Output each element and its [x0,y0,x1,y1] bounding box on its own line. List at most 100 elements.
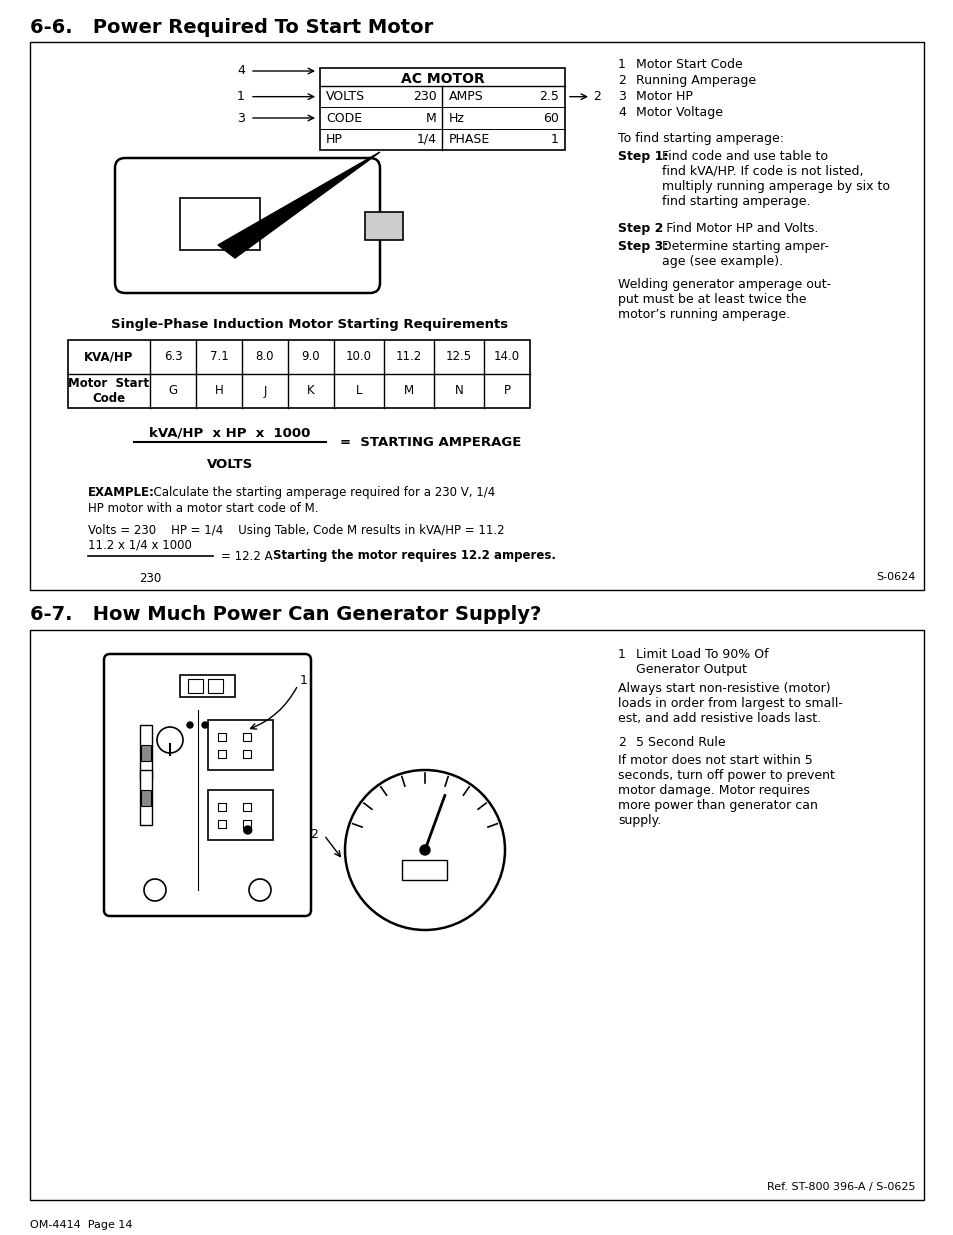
Text: Calculate the starting amperage required for a 230 V, 1/4: Calculate the starting amperage required… [146,487,495,499]
Text: kVA/HP  x HP  x  1000: kVA/HP x HP x 1000 [149,427,310,440]
Text: Find code and use table to
find kVA/HP. If code is not listed,
multiply running : Find code and use table to find kVA/HP. … [661,149,889,207]
Text: K: K [307,384,314,398]
Bar [217,803,226,811]
Text: EXAMPLE:: EXAMPLE: [88,487,154,499]
Polygon shape [218,152,379,258]
FancyBboxPatch shape [104,655,311,916]
Text: Volts = 230    HP = 1/4    Using Table, Code M results in kVA/HP = 11.2: Volts = 230 HP = 1/4 Using Table, Code M… [88,524,504,537]
Text: 5 Second Rule: 5 Second Rule [636,736,725,748]
Bar [319,68,564,149]
Text: 2: 2 [618,736,625,748]
Bar [141,789,151,805]
Text: Motor Voltage: Motor Voltage [636,106,722,119]
Text: 7.1: 7.1 [210,351,228,363]
FancyBboxPatch shape [115,158,379,293]
Text: 11.2: 11.2 [395,351,421,363]
Text: 230: 230 [413,90,436,104]
Bar [180,676,234,697]
Text: CODE: CODE [326,111,362,125]
Bar [242,803,251,811]
Text: Running Amperage: Running Amperage [636,74,756,86]
Text: P: P [503,384,510,398]
Bar [365,211,402,240]
Text: 4: 4 [237,64,245,78]
Text: Always start non-resistive (motor)
loads in order from largest to small-
est, an: Always start non-resistive (motor) loads… [618,682,842,725]
Text: 1: 1 [551,133,558,146]
Text: 3: 3 [237,111,245,125]
Bar [242,820,251,827]
Text: Step 3:: Step 3: [618,240,667,253]
Text: L: L [355,384,362,398]
Text: 3: 3 [618,90,625,103]
Text: 1: 1 [618,58,625,70]
Circle shape [345,769,504,930]
Text: Motor  Start
Code: Motor Start Code [69,377,150,405]
Circle shape [202,722,208,727]
Text: 4: 4 [618,106,625,119]
Text: Motor HP: Motor HP [636,90,692,103]
Bar [30,630,923,1200]
Text: H: H [214,384,223,398]
Text: VOLTS: VOLTS [326,90,365,104]
Text: 2: 2 [618,74,625,86]
Text: = 12.2 A: = 12.2 A [221,550,280,562]
Text: PHASE: PHASE [448,133,489,146]
Bar [208,790,273,840]
Text: 1: 1 [299,673,308,687]
Text: : Find Motor HP and Volts.: : Find Motor HP and Volts. [658,222,818,235]
Text: Starting the motor requires 12.2 amperes.: Starting the motor requires 12.2 amperes… [273,550,556,562]
Bar [208,679,223,693]
Text: 1: 1 [618,648,625,661]
Text: 8.0: 8.0 [255,351,274,363]
Text: 2: 2 [310,829,317,841]
Bar [68,340,530,408]
Circle shape [187,722,193,727]
Bar [217,750,226,758]
Text: HP: HP [326,133,342,146]
Text: 2.5: 2.5 [538,90,558,104]
Text: 1/4: 1/4 [416,133,436,146]
Text: 14.0: 14.0 [494,351,519,363]
Text: Limit Load To 90% Of
Generator Output: Limit Load To 90% Of Generator Output [636,648,768,676]
Text: 2: 2 [593,90,600,104]
Text: Welding generator amperage out-
put must be at least twice the
motor’s running a: Welding generator amperage out- put must… [618,278,830,321]
Text: Motor Start Code: Motor Start Code [636,58,742,70]
Text: S-0624: S-0624 [876,572,915,582]
Bar [217,820,226,827]
Circle shape [419,845,430,855]
Text: N: N [455,384,463,398]
Circle shape [244,826,252,834]
Bar [188,679,203,693]
Text: M: M [425,111,436,125]
Bar [402,860,447,881]
Text: VOLTS: VOLTS [207,458,253,471]
Text: Determine starting amper-
age (see example).: Determine starting amper- age (see examp… [661,240,828,268]
Bar [217,734,226,741]
Text: 6-6.   Power Required To Start Motor: 6-6. Power Required To Start Motor [30,19,433,37]
Text: =  STARTING AMPERAGE: = STARTING AMPERAGE [339,436,520,448]
Text: Step 2: Step 2 [618,222,662,235]
Bar [30,42,923,590]
Text: G: G [169,384,177,398]
Bar [140,769,152,825]
Text: Step 1:: Step 1: [618,149,668,163]
Text: 60: 60 [542,111,558,125]
Text: J: J [263,384,267,398]
Text: OM-4414  Page 14: OM-4414 Page 14 [30,1220,132,1230]
Text: 6.3: 6.3 [164,351,182,363]
Text: KVA/HP: KVA/HP [84,351,133,363]
Text: 1: 1 [237,90,245,104]
Bar [180,198,260,249]
Text: 10.0: 10.0 [346,351,372,363]
Text: 12.5: 12.5 [445,351,472,363]
Text: 11.2 x 1/4 x 1000: 11.2 x 1/4 x 1000 [88,538,192,552]
Text: To find starting amperage:: To find starting amperage: [618,132,783,144]
Text: 230: 230 [139,572,161,585]
Bar [141,745,151,761]
Text: HP motor with a motor start code of M.: HP motor with a motor start code of M. [88,501,318,515]
Bar [242,734,251,741]
Text: AC MOTOR: AC MOTOR [400,72,484,86]
Text: 6-7.   How Much Power Can Generator Supply?: 6-7. How Much Power Can Generator Supply… [30,605,540,624]
Text: If motor does not start within 5
seconds, turn off power to prevent
motor damage: If motor does not start within 5 seconds… [618,755,834,827]
Text: AMPS: AMPS [448,90,483,104]
